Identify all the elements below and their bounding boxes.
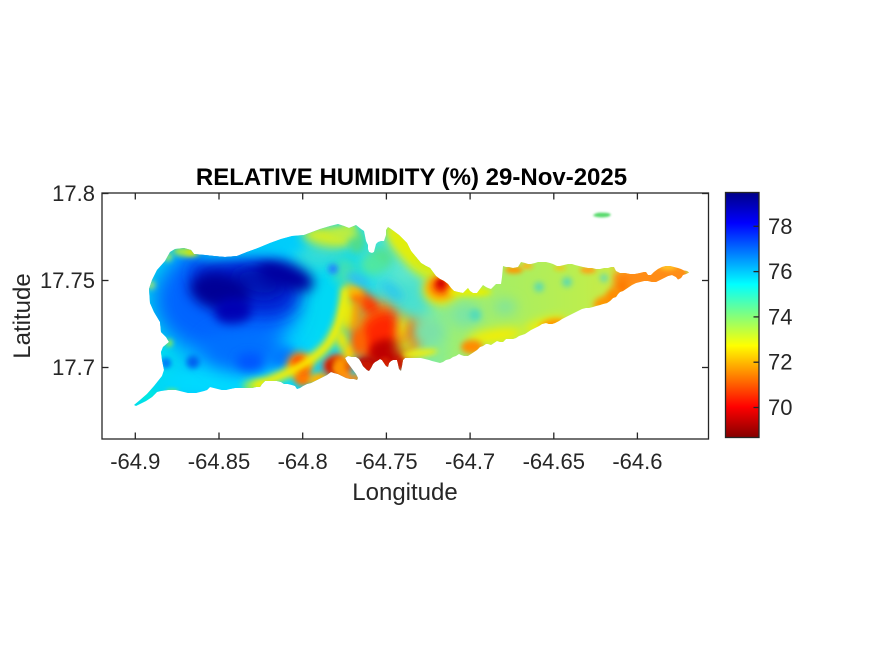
svg-text:RELATIVE HUMIDITY (%) 29-Nov-2: RELATIVE HUMIDITY (%) 29-Nov-2025 — [196, 164, 627, 191]
svg-text:72: 72 — [768, 350, 792, 375]
svg-text:Latitude: Latitude — [9, 273, 36, 358]
svg-text:17.7: 17.7 — [52, 355, 95, 380]
svg-text:74: 74 — [768, 304, 792, 329]
svg-text:-64.8: -64.8 — [278, 449, 328, 474]
svg-text:17.75: 17.75 — [40, 268, 95, 293]
svg-text:17.8: 17.8 — [52, 181, 95, 206]
svg-text:-64.75: -64.75 — [355, 449, 417, 474]
svg-text:78: 78 — [768, 214, 792, 239]
svg-text:70: 70 — [768, 395, 792, 420]
svg-text:-64.85: -64.85 — [188, 449, 250, 474]
svg-text:Longitude: Longitude — [352, 479, 457, 506]
svg-text:-64.7: -64.7 — [445, 449, 495, 474]
svg-text:-64.6: -64.6 — [612, 449, 662, 474]
svg-text:76: 76 — [768, 259, 792, 284]
svg-text:-64.9: -64.9 — [110, 449, 160, 474]
svg-text:-64.65: -64.65 — [523, 449, 585, 474]
